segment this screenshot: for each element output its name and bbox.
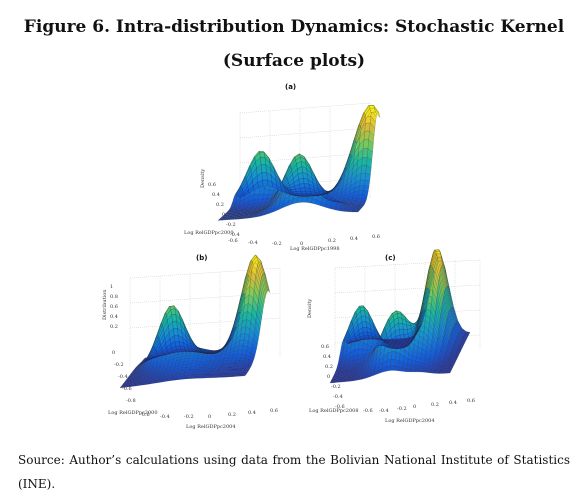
y-tick: 0 bbox=[222, 212, 226, 218]
y-axis-label: Log RelGDPpc2000 bbox=[184, 230, 234, 236]
panel-label: (b) bbox=[196, 254, 208, 262]
x-tick: -0.4 bbox=[248, 240, 258, 246]
z-axis-label: Density bbox=[200, 168, 206, 188]
y-tick: -0.6 bbox=[335, 404, 345, 410]
y-tick: -0.2 bbox=[331, 384, 341, 390]
x-tick: 0.2 bbox=[328, 238, 336, 244]
z-tick: 0.4 bbox=[110, 314, 118, 320]
x-tick: 0.6 bbox=[372, 234, 380, 240]
x-tick: 0.6 bbox=[467, 398, 475, 404]
y-tick: 0.6 bbox=[321, 344, 329, 350]
z-tick: -0.6 bbox=[122, 386, 132, 392]
x-tick: 0.2 bbox=[431, 402, 439, 408]
surface-mesh bbox=[217, 105, 381, 221]
figure-title: Figure 6. Intra-distribution Dynamics: S… bbox=[23, 17, 565, 71]
y-tick: 0.2 bbox=[325, 364, 333, 370]
y-tick: 0.6 bbox=[208, 182, 216, 188]
y-axis-label: Log RelGDPpc2000 bbox=[108, 410, 158, 416]
x-tick: 0 bbox=[208, 414, 212, 420]
z-axis-label: Distribution bbox=[102, 289, 108, 320]
surface-mesh bbox=[329, 249, 471, 384]
x-tick: -0.2 bbox=[272, 241, 282, 247]
surface-plot-a: (a) Density Log RelGDPpc2000 Log RelGDPp… bbox=[180, 78, 390, 258]
x-tick: 0.6 bbox=[270, 408, 278, 414]
x-tick: -0.6 bbox=[363, 408, 373, 414]
z-tick: 0 bbox=[112, 350, 116, 356]
x-axis-label: Log RelGDPpc2004 bbox=[186, 424, 236, 430]
x-tick: 0.4 bbox=[350, 236, 358, 242]
y-tick: -0.2 bbox=[226, 222, 236, 228]
x-tick: -0.2 bbox=[397, 406, 407, 412]
x-tick: -0.2 bbox=[184, 414, 194, 420]
x-tick: 0.4 bbox=[449, 400, 457, 406]
surface-a bbox=[217, 102, 381, 221]
x-tick: -0.6 bbox=[140, 412, 150, 418]
y-tick: 0.4 bbox=[212, 192, 220, 198]
x-tick: 0.4 bbox=[248, 410, 256, 416]
z-axis-label: Density bbox=[307, 298, 313, 318]
z-tick: 0.6 bbox=[110, 304, 118, 310]
z-tick: 1 bbox=[110, 284, 114, 290]
x-tick: 0 bbox=[300, 241, 304, 247]
surface-mesh bbox=[119, 254, 271, 389]
x-axis-label: Log RelGDPpc2004 bbox=[385, 418, 435, 424]
z-tick: -0.4 bbox=[118, 374, 128, 380]
x-tick: -0.4 bbox=[160, 414, 170, 420]
y-tick: 0 bbox=[327, 374, 331, 380]
surface-b bbox=[119, 254, 281, 389]
z-tick: 0.2 bbox=[110, 324, 118, 330]
x-axis-label: Log RelGDPpc1998 bbox=[290, 246, 340, 252]
y-tick: -0.4 bbox=[333, 394, 343, 400]
y-tick: -0.4 bbox=[230, 232, 240, 238]
panel-label: (c) bbox=[385, 254, 396, 262]
y-tick: 0.2 bbox=[216, 202, 224, 208]
z-tick: 0.8 bbox=[110, 294, 118, 300]
x-tick: -0.6 bbox=[228, 238, 238, 244]
x-tick: -0.4 bbox=[379, 408, 389, 414]
surface-c bbox=[329, 249, 481, 384]
y-tick: 0.4 bbox=[323, 354, 331, 360]
figure-source-note: Source: Author’s calculations using data… bbox=[18, 453, 570, 491]
z-tick: -0.2 bbox=[114, 362, 124, 368]
x-tick: 0 bbox=[413, 404, 417, 410]
surface-plot-c: (c) Density Log RelGDPpc2008 Log RelGDPp… bbox=[305, 248, 505, 438]
panel-label: (a) bbox=[285, 83, 297, 91]
x-tick: 0.2 bbox=[228, 412, 236, 418]
y-axis-label: Log RelGDPpc2008 bbox=[309, 408, 359, 414]
surface-plot-b: (b) Distribution Log RelGDPpc2000 Log Re… bbox=[100, 248, 300, 438]
z-tick: -0.8 bbox=[126, 398, 136, 404]
